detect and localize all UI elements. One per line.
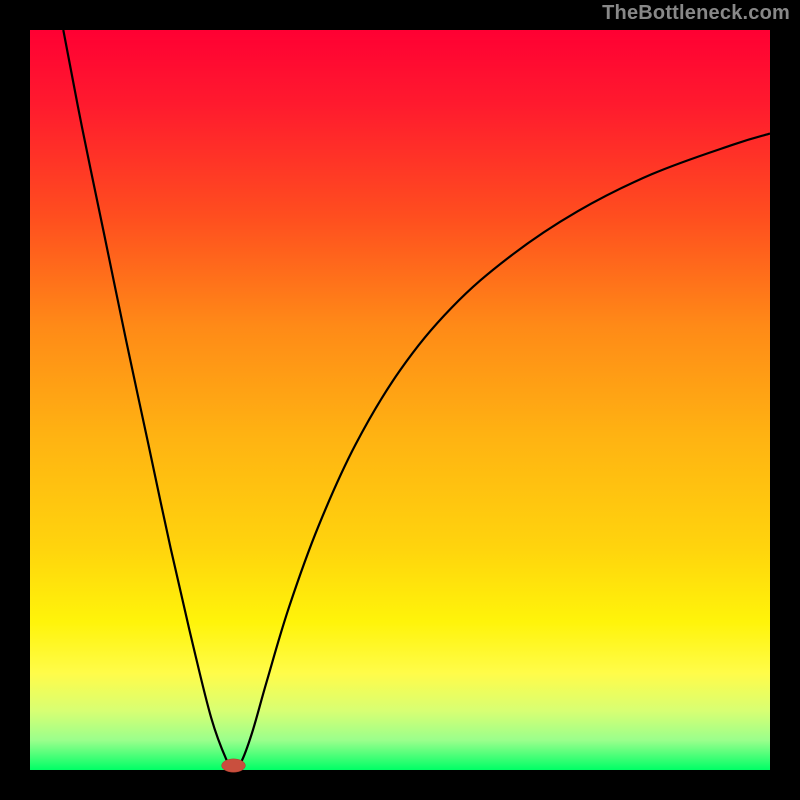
gradient-background	[30, 30, 770, 770]
bottleneck-chart	[0, 0, 800, 800]
minimum-marker	[222, 759, 246, 772]
watermark-text: TheBottleneck.com	[602, 2, 790, 25]
chart-container: TheBottleneck.com	[0, 0, 800, 800]
